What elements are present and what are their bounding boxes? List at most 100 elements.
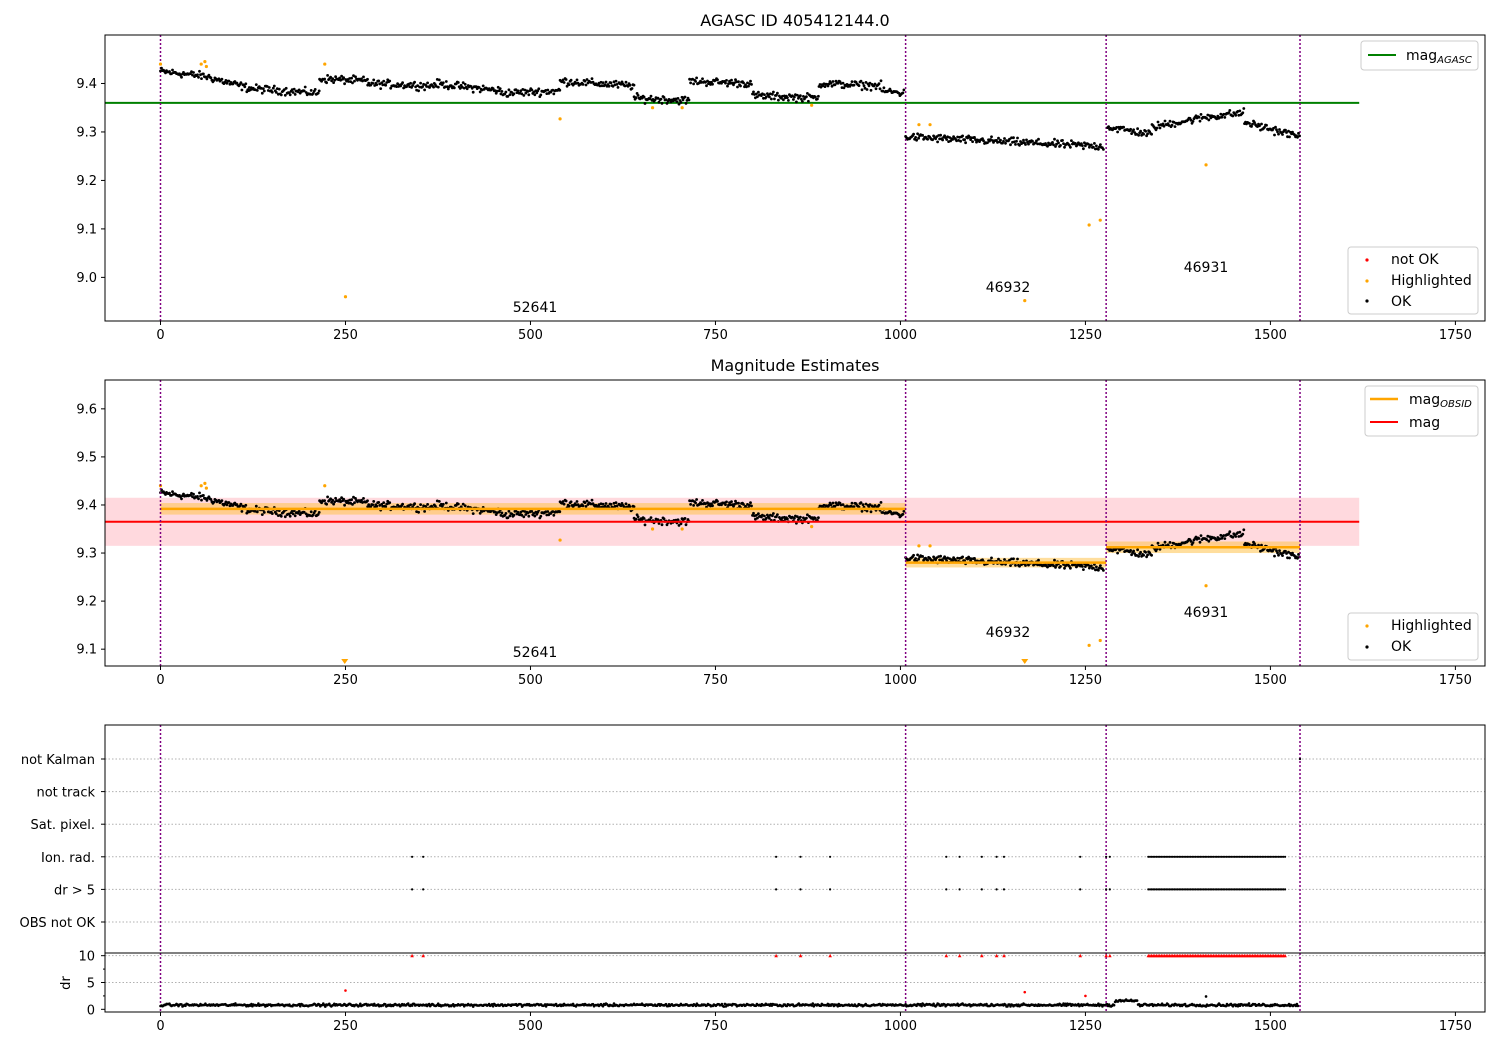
x-tick-label: 1500	[1254, 328, 1287, 343]
data-point-ok	[701, 77, 704, 81]
data-point-ok	[354, 75, 357, 79]
legend2-highlighted-marker	[1365, 624, 1369, 628]
flag-point	[1238, 888, 1241, 891]
data-point-ok	[260, 513, 264, 516]
data-point-ok	[428, 86, 431, 89]
data-point-ok	[659, 97, 663, 101]
data-point-ok	[535, 91, 539, 95]
flag-point	[1160, 888, 1163, 891]
data-point-ok	[288, 93, 292, 97]
data-point-ok	[1082, 568, 1085, 571]
data-point-ok	[313, 88, 317, 91]
data-point-ok	[471, 512, 475, 515]
dr-point	[932, 1002, 935, 1006]
data-point-ok	[197, 497, 200, 501]
data-point-ok	[642, 95, 646, 99]
data-point-ok	[616, 86, 620, 89]
data-point-ok	[814, 95, 817, 99]
data-point-ok	[997, 557, 1000, 561]
data-point-ok	[1150, 553, 1153, 557]
data-point-ok	[1056, 139, 1059, 143]
data-point-ok	[739, 84, 742, 88]
data-point-ok	[1019, 140, 1022, 143]
data-point-ok	[692, 504, 695, 507]
flag-point	[1210, 855, 1213, 858]
data-point-ok	[986, 141, 989, 145]
data-point-ok	[254, 83, 258, 86]
data-point-ok	[1063, 566, 1066, 570]
dr-point	[1183, 1002, 1187, 1006]
data-point-ok	[389, 86, 393, 90]
data-point-ok	[283, 93, 287, 97]
data-point-ok	[512, 92, 516, 96]
data-point-ok	[603, 83, 607, 87]
data-point-ok	[1092, 566, 1095, 570]
data-point-ok	[1273, 133, 1276, 137]
flag-point	[1196, 888, 1199, 891]
data-point-ok	[1242, 528, 1246, 532]
flag-point	[1212, 855, 1215, 858]
dr-point	[601, 1004, 605, 1008]
data-point-ok	[735, 80, 738, 84]
data-point-ok	[997, 136, 1000, 140]
data-point-ok	[921, 133, 924, 137]
data-point-ok	[500, 511, 504, 515]
flag-point	[1170, 855, 1173, 858]
flag-point	[1223, 888, 1226, 891]
data-point-ok	[975, 140, 978, 144]
data-point-ok	[665, 523, 669, 527]
data-point-ok	[209, 498, 213, 501]
data-point-ok	[1227, 111, 1231, 114]
data-point-ok	[362, 75, 365, 79]
flag-point	[1166, 855, 1169, 858]
x-tick-label: 500	[518, 1019, 543, 1034]
data-point-ok	[677, 524, 681, 527]
data-point-ok	[700, 81, 703, 84]
data-point-ok	[316, 91, 320, 95]
data-point-ok	[917, 136, 920, 140]
flag-point	[1236, 855, 1239, 858]
data-point-ok	[196, 495, 199, 498]
dr-point	[1247, 1002, 1251, 1005]
data-point-ok	[1223, 537, 1227, 540]
dr-point	[250, 1002, 253, 1006]
data-point-ok	[949, 139, 952, 143]
data-point-ok	[1191, 541, 1195, 544]
data-point-ok	[507, 88, 511, 92]
data-point-ok	[1061, 139, 1064, 142]
flag-point	[1174, 888, 1178, 891]
data-point-ok	[360, 498, 363, 502]
flag-point	[1205, 855, 1208, 858]
flag-point	[1269, 888, 1272, 891]
flag-point	[1192, 888, 1195, 891]
data-point-ok	[1010, 136, 1013, 140]
flag-point	[775, 855, 778, 858]
flag-point	[1270, 888, 1274, 891]
data-point-ok	[1016, 557, 1019, 561]
data-point-ok	[749, 501, 752, 505]
data-point-ok	[1009, 143, 1012, 147]
data-point-ok	[522, 94, 526, 97]
flag-point	[1165, 855, 1168, 858]
data-point-ok	[1024, 143, 1027, 146]
flag-point	[1200, 855, 1204, 858]
y-tick-label: 9.1	[76, 643, 97, 658]
data-point-ok	[353, 79, 356, 83]
panel2-obs-label-46931: 46931	[1184, 605, 1229, 621]
data-point-ok	[704, 80, 707, 84]
data-point-ok	[381, 504, 385, 508]
data-point-ok	[1156, 541, 1160, 545]
data-point-ok	[679, 101, 683, 104]
data-point-ok	[724, 81, 727, 85]
data-point-highlighted	[343, 295, 348, 299]
dr-clip-marker	[980, 953, 984, 958]
data-point-ok	[1277, 132, 1280, 136]
dr-outlier	[1023, 990, 1027, 994]
flag-point	[1228, 888, 1231, 891]
data-point-ok	[1142, 132, 1145, 136]
data-point-ok	[1198, 540, 1202, 544]
data-point-ok	[533, 93, 537, 97]
flag-point	[1220, 888, 1223, 891]
data-point-ok	[537, 87, 541, 91]
data-point-ok	[737, 501, 740, 505]
